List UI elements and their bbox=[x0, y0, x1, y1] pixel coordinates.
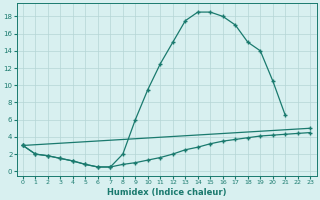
X-axis label: Humidex (Indice chaleur): Humidex (Indice chaleur) bbox=[107, 188, 226, 197]
